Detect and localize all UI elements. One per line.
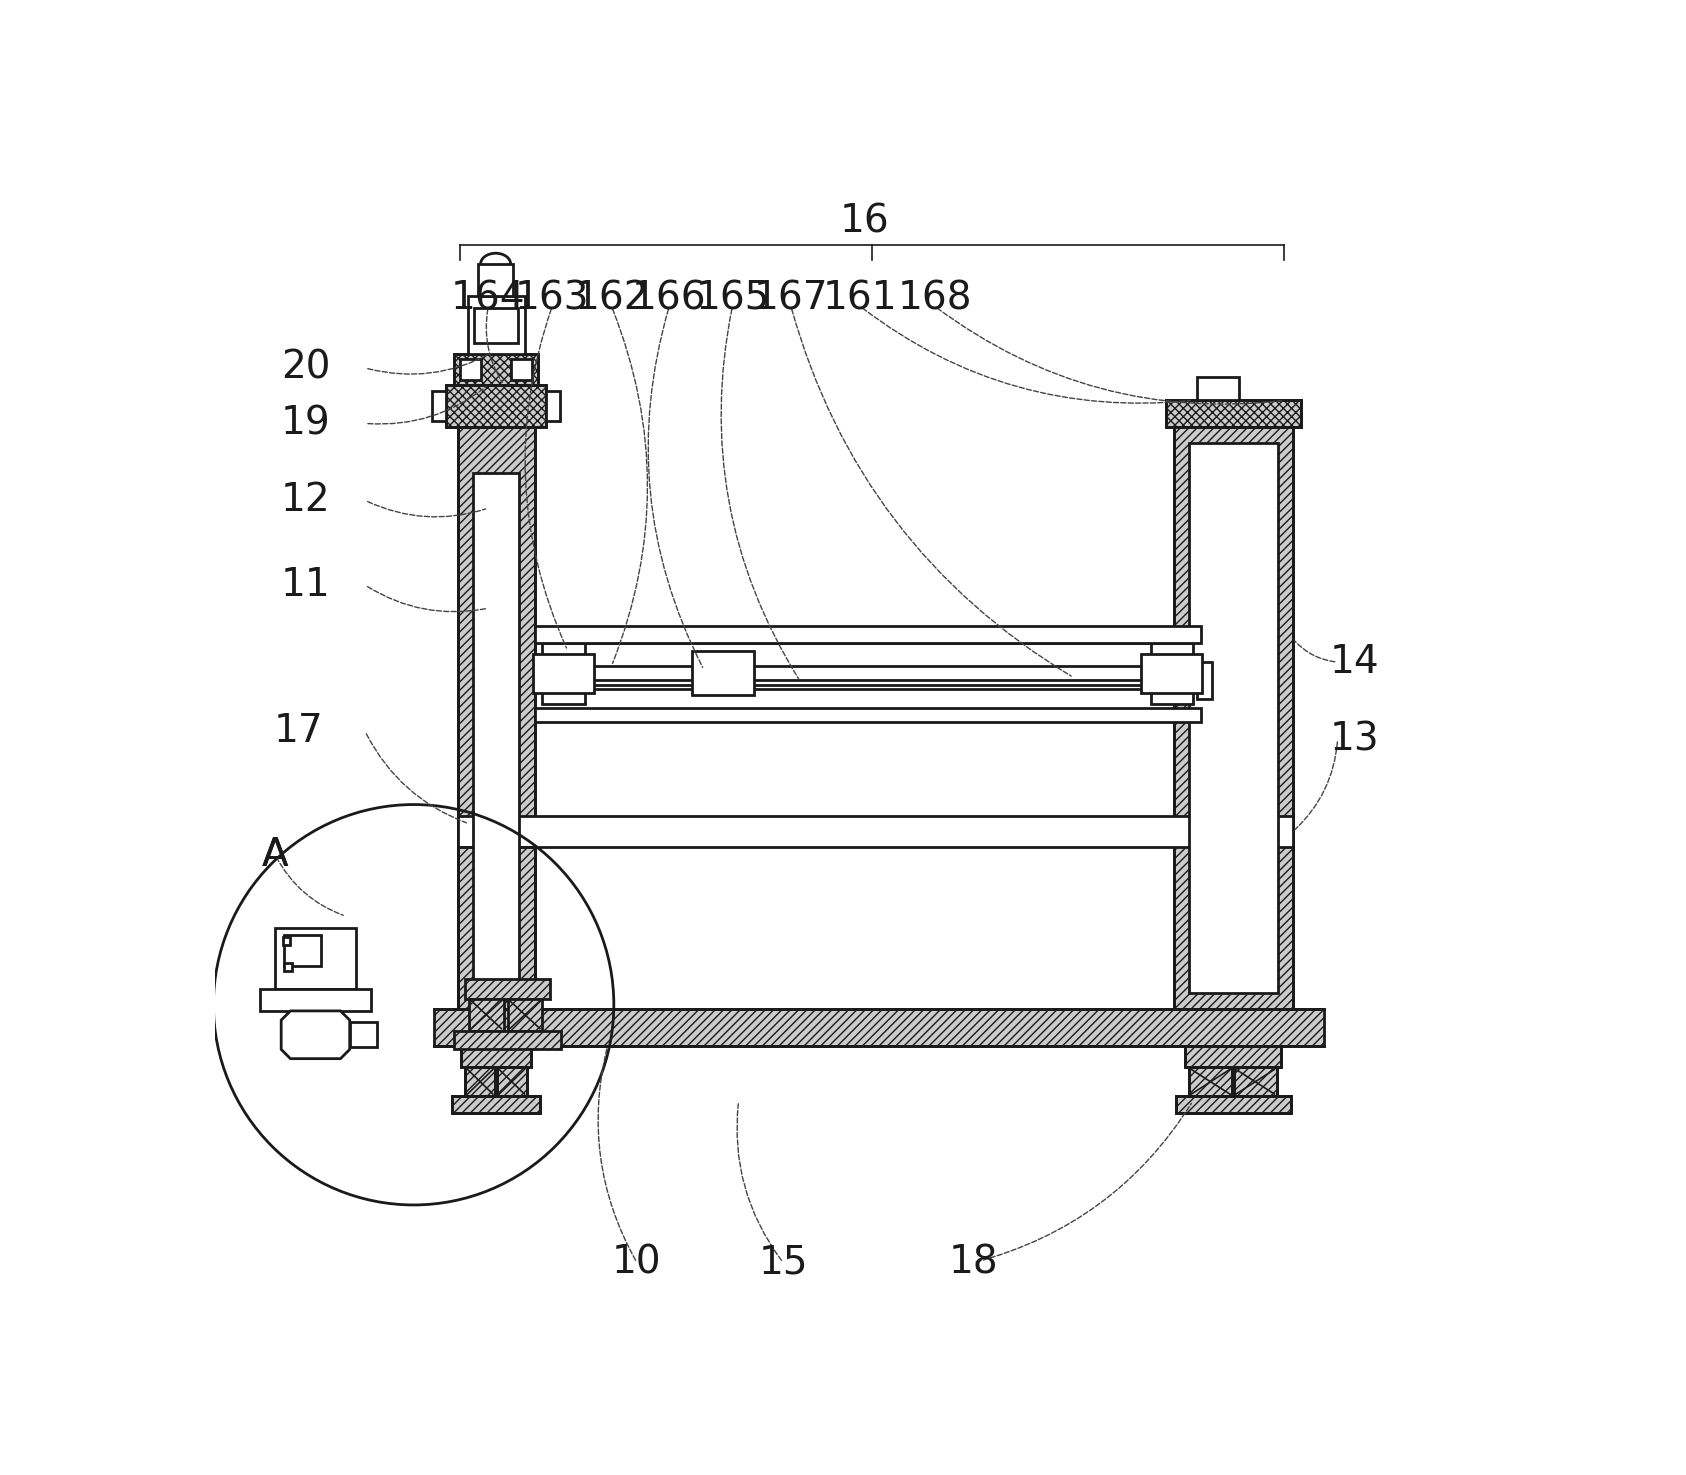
Bar: [1189, 1066, 1232, 1096]
Bar: [474, 308, 518, 342]
Text: 165: 165: [695, 280, 769, 317]
Text: 19: 19: [282, 404, 330, 442]
Bar: [454, 354, 538, 385]
Bar: [447, 385, 546, 428]
Text: A: A: [261, 836, 288, 873]
Bar: [260, 990, 371, 1010]
Bar: [1173, 428, 1293, 1009]
Bar: [1189, 442, 1278, 993]
Text: 12: 12: [282, 481, 330, 519]
Bar: [465, 1066, 496, 1096]
Bar: [462, 1046, 531, 1066]
Bar: [457, 847, 534, 1009]
Text: 162: 162: [575, 280, 649, 317]
Bar: [465, 979, 550, 999]
Bar: [349, 1022, 376, 1047]
Bar: [497, 1066, 526, 1096]
Bar: [1189, 1066, 1232, 1096]
Text: 167: 167: [754, 280, 828, 317]
Bar: [1141, 655, 1202, 693]
Text: 20: 20: [282, 350, 330, 386]
Text: 13: 13: [1330, 720, 1379, 758]
Text: 18: 18: [949, 1243, 998, 1282]
Text: 166: 166: [632, 280, 706, 317]
Bar: [533, 655, 593, 693]
Text: 15: 15: [759, 1243, 808, 1282]
Bar: [1185, 1046, 1281, 1066]
Bar: [546, 665, 1158, 680]
Bar: [497, 1066, 526, 1096]
Bar: [275, 928, 356, 990]
Bar: [457, 816, 1293, 847]
Text: 10: 10: [612, 1243, 661, 1282]
Text: 11: 11: [282, 566, 330, 605]
Text: 17: 17: [273, 712, 324, 751]
Bar: [1175, 1096, 1291, 1114]
Text: 168: 168: [897, 280, 973, 317]
Text: 161: 161: [823, 280, 897, 317]
Bar: [457, 428, 534, 1009]
Bar: [1167, 400, 1300, 428]
Bar: [469, 999, 504, 1031]
Bar: [452, 1096, 540, 1114]
Text: 14: 14: [1330, 643, 1379, 681]
Bar: [472, 473, 519, 993]
Bar: [285, 935, 322, 966]
Bar: [285, 963, 292, 971]
Bar: [1175, 1096, 1291, 1114]
Bar: [543, 643, 585, 705]
Bar: [511, 358, 533, 381]
Bar: [1197, 662, 1212, 699]
Text: 163: 163: [514, 280, 590, 317]
Bar: [1167, 400, 1300, 428]
Bar: [479, 264, 513, 296]
Text: 164: 164: [452, 280, 526, 317]
Bar: [546, 639, 1167, 643]
Bar: [546, 686, 1167, 689]
Bar: [1185, 1046, 1281, 1066]
Bar: [534, 708, 1200, 723]
Bar: [447, 385, 546, 428]
Bar: [1234, 1066, 1276, 1096]
Bar: [460, 358, 482, 381]
Bar: [1173, 428, 1293, 1009]
Bar: [467, 296, 524, 354]
Bar: [546, 391, 560, 420]
Bar: [454, 354, 538, 385]
Text: A: A: [261, 836, 288, 873]
Bar: [283, 937, 290, 944]
Bar: [507, 999, 543, 1031]
Bar: [462, 1046, 531, 1066]
Text: 16: 16: [840, 202, 889, 240]
Bar: [452, 1096, 540, 1114]
Bar: [454, 1031, 561, 1049]
Bar: [693, 650, 754, 695]
Bar: [1150, 643, 1194, 705]
Bar: [457, 428, 534, 1009]
Bar: [432, 391, 447, 420]
Polygon shape: [282, 1010, 349, 1059]
Bar: [534, 625, 1200, 643]
Bar: [1234, 1066, 1276, 1096]
Bar: [465, 1066, 496, 1096]
Bar: [1197, 378, 1239, 400]
Bar: [435, 1009, 1324, 1046]
